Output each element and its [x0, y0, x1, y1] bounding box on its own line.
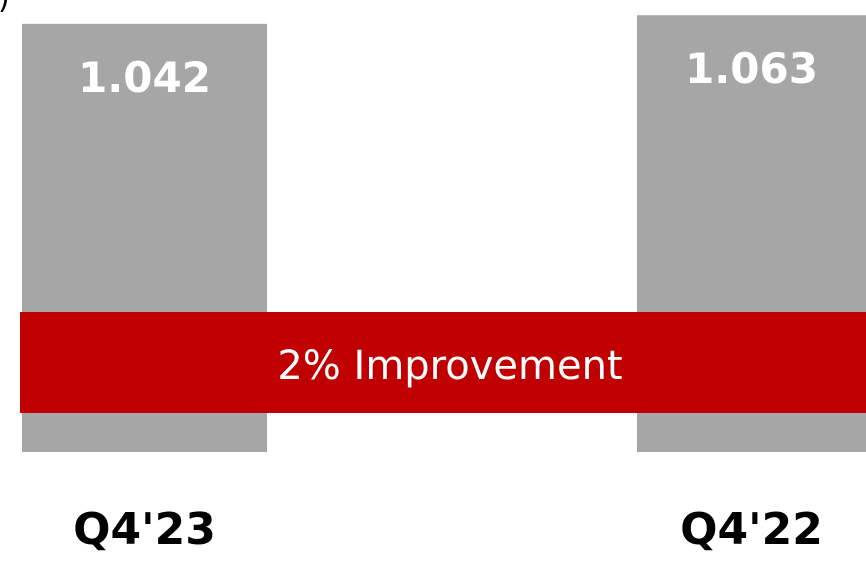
improvement-banner-text: 2% Improvement	[277, 343, 622, 389]
partial-glyph-top-left: )	[0, 0, 10, 16]
improvement-banner	[20, 312, 866, 413]
category-label-q4-23: Q4'23	[73, 504, 216, 555]
value-label-q4-23: 1.042	[78, 53, 211, 102]
category-label-q4-22: Q4'22	[680, 504, 823, 555]
value-label-q4-22: 1.063	[685, 44, 818, 93]
